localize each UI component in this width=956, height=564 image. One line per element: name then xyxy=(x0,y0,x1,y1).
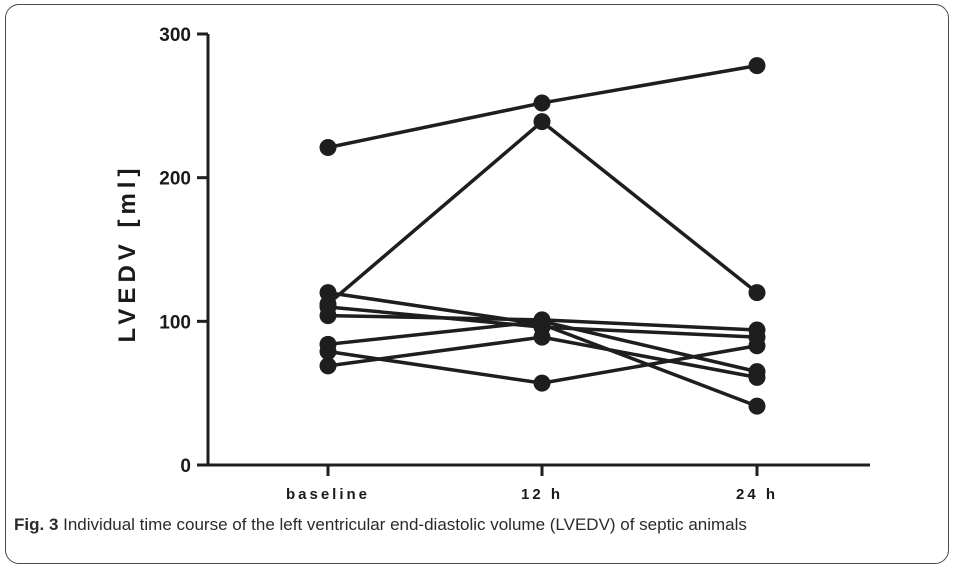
data-point-s7-0 xyxy=(319,343,337,361)
data-point-s8-0 xyxy=(319,357,337,375)
data-point-s8-1 xyxy=(533,328,551,346)
x-tick-label-1: 12 h xyxy=(521,486,563,503)
y-tick-label-100: 100 xyxy=(159,312,191,333)
data-point-s2-1 xyxy=(533,113,551,131)
y-axis-title: LVEDV [ml] xyxy=(114,164,141,343)
data-point-s6-1 xyxy=(533,312,551,330)
x-tick-label-2: 24 h xyxy=(736,486,778,503)
caption-text: Individual time course of the left ventr… xyxy=(58,515,747,534)
data-point-s3-0 xyxy=(319,284,337,302)
y-tick-label-0: 0 xyxy=(180,456,191,477)
data-point-s3-2 xyxy=(748,397,766,415)
data-point-s8-2 xyxy=(748,368,766,386)
data-point-s2-2 xyxy=(748,284,766,302)
series-line-2 xyxy=(326,119,759,306)
data-point-s7-1 xyxy=(533,374,551,392)
x-tick-label-0: baseline xyxy=(286,486,370,503)
data-point-s5-0 xyxy=(319,298,337,316)
y-tick-label-300: 300 xyxy=(159,25,191,46)
data-point-s7-2 xyxy=(748,337,766,355)
axes-layer: 0 100 200 300 baseline 12 h 24 h xyxy=(159,25,870,503)
caption-label: Fig. 3 xyxy=(14,515,59,534)
figure-caption: Fig. 3 Individual time course of the lef… xyxy=(14,515,747,535)
data-point-s1-1 xyxy=(533,94,551,112)
series-layer xyxy=(319,57,766,415)
lvedv-line-chart: 0 100 200 300 baseline 12 h 24 h LVEDV [ml] xyxy=(114,25,870,503)
data-point-s1-2 xyxy=(748,57,766,75)
y-tick-label-200: 200 xyxy=(159,169,191,190)
data-point-s1-0 xyxy=(319,138,337,156)
